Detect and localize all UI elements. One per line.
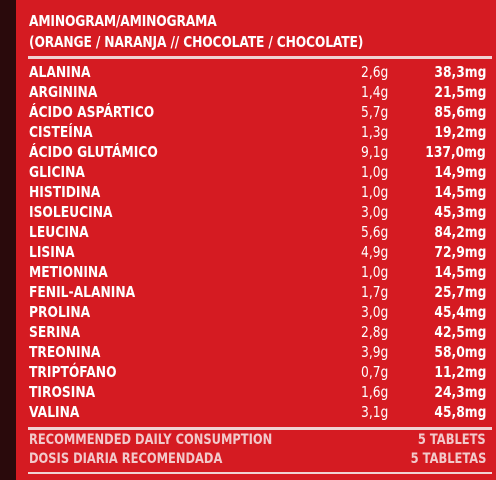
amino-acid-grams: 3,0g [361,203,389,221]
amino-acid-row: FENIL-ALANINA 1,7g 25,7mg [29,283,486,303]
amino-acid-grams: 1,0g [361,263,389,281]
amino-acid-name: VALINA [29,403,80,421]
amino-acid-row: VALINA 3,1g 45,8mg [29,403,486,423]
amino-acid-mg: 19,2mg [434,123,486,141]
amino-acid-name: FENIL-ALANINA [29,283,136,301]
divider-footer [28,472,492,474]
amino-acid-name: ÁCIDO ASPÁRTICO [29,103,155,121]
amino-acid-row: HISTIDINA 1,0g 14,5mg [29,183,486,203]
amino-acid-mg: 14,5mg [434,263,486,281]
amino-acid-row: CISTEÍNA 1,3g 19,2mg [29,123,486,143]
amino-acid-row: SERINA 2,8g 42,5mg [29,323,486,343]
amino-acid-name: SERINA [29,323,81,341]
recommended-value-es: 5 TABLETAS [410,451,486,467]
amino-acid-name: TIROSINA [29,383,96,401]
amino-acid-mg: 45,4mg [434,303,486,321]
amino-acid-grams: 5,6g [361,223,389,241]
amino-acid-mg: 21,5mg [434,83,486,101]
amino-acid-name: METIONINA [29,263,108,281]
divider-top [28,56,492,59]
recommended-consumption-es: DOSIS DIARIA RECOMENDADA 5 TABLETAS [29,451,486,469]
amino-acid-grams: 3,9g [361,343,389,361]
amino-acid-row: LISINA 4,9g 72,9mg [29,243,486,263]
amino-acid-mg: 58,0mg [434,343,486,361]
aminogram-subtitle: (ORANGE / NARANJA // CHOCOLATE / CHOCOLA… [29,33,364,51]
amino-acid-grams: 3,1g [361,403,389,421]
amino-acid-grams: 4,9g [361,243,389,261]
divider-bottom [28,427,492,430]
amino-acid-row: LEUCINA 5,6g 84,2mg [29,223,486,243]
amino-acid-name: GLICINA [29,163,85,181]
amino-acid-mg: 72,9mg [434,243,486,261]
recommended-value-en: 5 TABLETS [418,432,486,448]
amino-acid-row: ALANINA 2,6g 38,3mg [29,63,486,83]
aminogram-title: AMINOGRAM/AMINOGRAMA [29,12,217,30]
amino-acid-mg: 38,3mg [434,63,486,81]
amino-acid-grams: 1,0g [361,163,389,181]
amino-acid-row: METIONINA 1,0g 14,5mg [29,263,486,283]
amino-acid-name: ALANINA [29,63,91,81]
amino-acid-row: PROLINA 3,0g 45,4mg [29,303,486,323]
amino-acid-grams: 0,7g [361,363,389,381]
amino-acid-row: ÁCIDO ASPÁRTICO 5,7g 85,6mg [29,103,486,123]
amino-acid-name: ÁCIDO GLUTÁMICO [29,143,158,161]
aminogram-panel: AMINOGRAM/AMINOGRAMA (ORANGE / NARANJA /… [16,0,496,480]
amino-acid-name: ARGININA [29,83,98,101]
amino-acid-row: TREONINA 3,9g 58,0mg [29,343,486,363]
amino-acid-grams: 3,0g [361,303,389,321]
amino-acid-grams: 9,1g [361,143,389,161]
amino-acid-name: PROLINA [29,303,91,321]
amino-acid-grams: 1,7g [361,283,389,301]
amino-acid-grams: 2,6g [361,63,389,81]
recommended-label-en: RECOMMENDED DAILY CONSUMPTION [29,432,273,448]
amino-acid-grams: 1,4g [361,83,389,101]
amino-acid-mg: 45,3mg [434,203,486,221]
amino-acid-name: LISINA [29,243,75,261]
amino-acid-name: TRIPTÓFANO [29,363,117,381]
amino-acid-name: HISTIDINA [29,183,101,201]
amino-acid-mg: 45,8mg [434,403,486,421]
amino-acid-name: TREONINA [29,343,101,361]
amino-acid-mg: 25,7mg [434,283,486,301]
amino-acid-grams: 1,0g [361,183,389,201]
amino-acid-mg: 14,9mg [434,163,486,181]
amino-acid-grams: 1,3g [361,123,389,141]
amino-acid-name: CISTEÍNA [29,123,93,141]
amino-acid-list: ALANINA 2,6g 38,3mg ARGININA 1,4g 21,5mg ÁCIDO… [29,63,486,423]
amino-acid-row: TIROSINA 1,6g 24,3mg [29,383,486,403]
amino-acid-name: LEUCINA [29,223,89,241]
amino-acid-mg: 11,2mg [434,363,486,381]
amino-acid-mg: 137,0mg [425,143,486,161]
amino-acid-name: ISOLEUCINA [29,203,113,221]
amino-acid-row: TRIPTÓFANO 0,7g 11,2mg [29,363,486,383]
recommended-label-es: DOSIS DIARIA RECOMENDADA [29,451,223,467]
amino-acid-grams: 1,6g [361,383,389,401]
amino-acid-mg: 84,2mg [434,223,486,241]
amino-acid-grams: 2,8g [361,323,389,341]
amino-acid-grams: 5,7g [361,103,389,121]
amino-acid-row: ÁCIDO GLUTÁMICO 9,1g 137,0mg [29,143,486,163]
amino-acid-mg: 42,5mg [434,323,486,341]
amino-acid-row: ISOLEUCINA 3,0g 45,3mg [29,203,486,223]
recommended-consumption-en: RECOMMENDED DAILY CONSUMPTION 5 TABLETS [29,432,486,450]
amino-acid-row: ARGININA 1,4g 21,5mg [29,83,486,103]
amino-acid-row: GLICINA 1,0g 14,9mg [29,163,486,183]
amino-acid-mg: 24,3mg [434,383,486,401]
amino-acid-mg: 14,5mg [434,183,486,201]
amino-acid-mg: 85,6mg [434,103,486,121]
